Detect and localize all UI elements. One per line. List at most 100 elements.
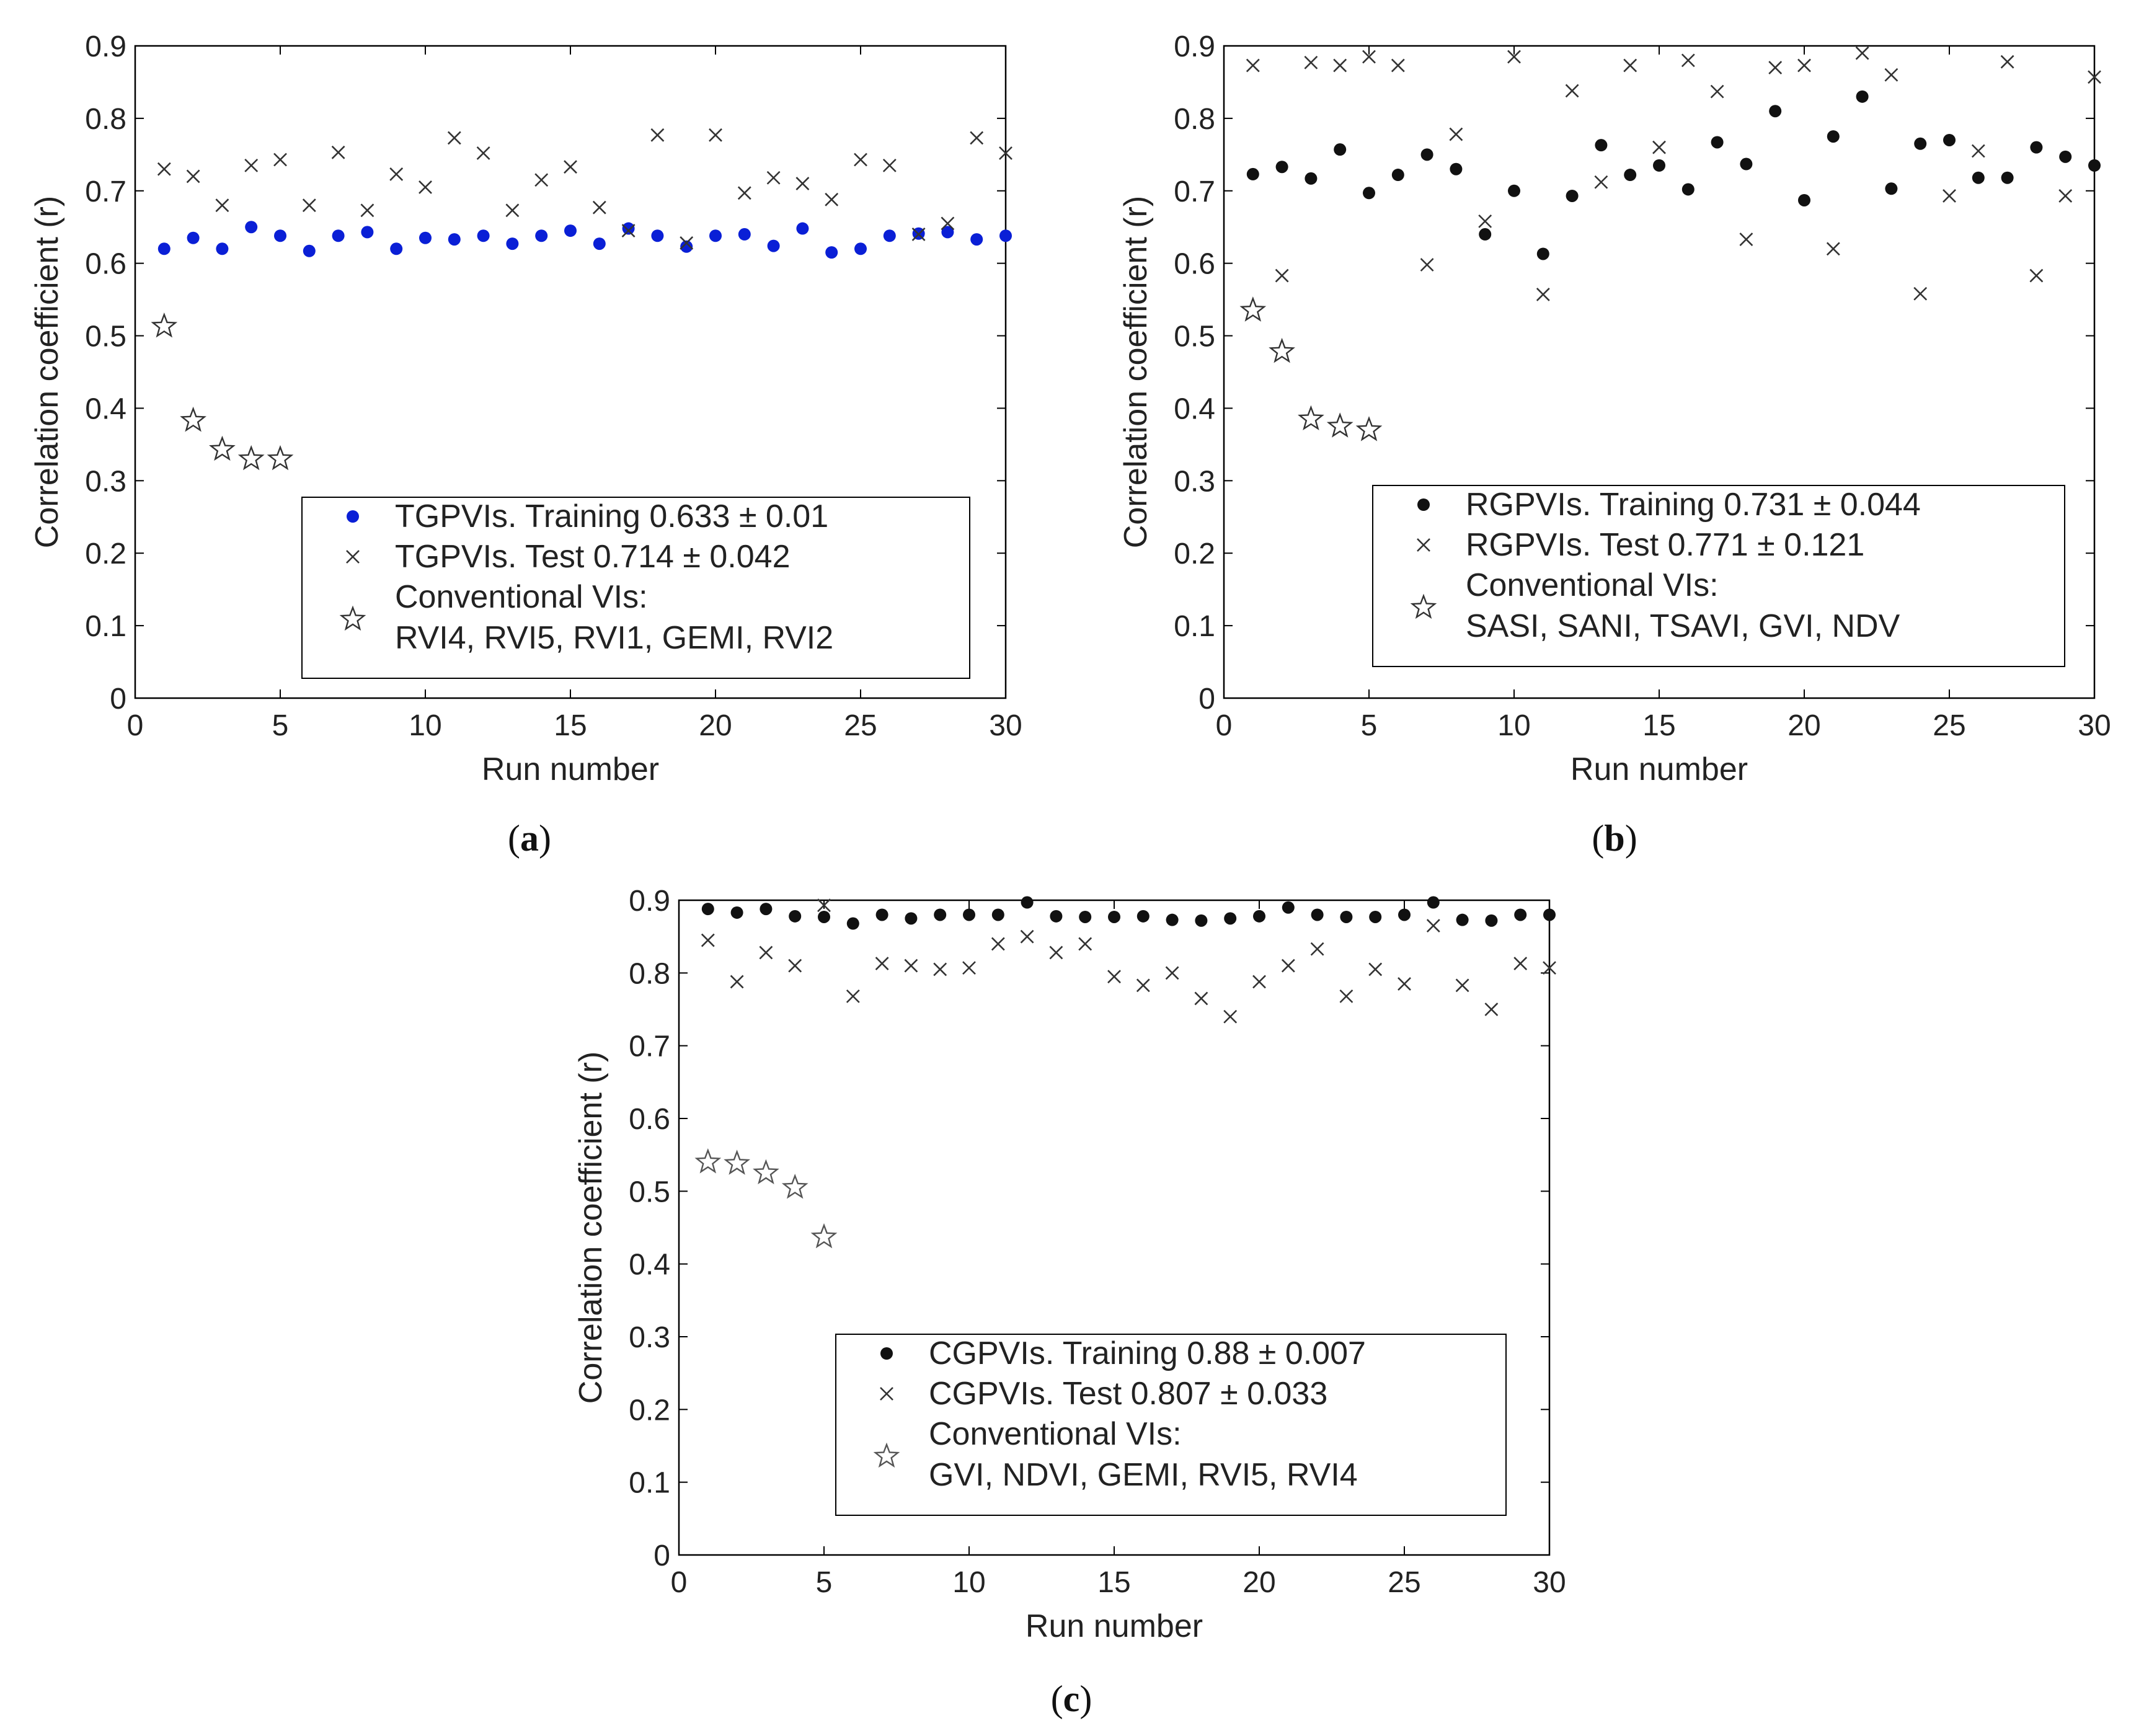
x-axis-label: Run number (1026, 1608, 1203, 1644)
legend-label-line2: SASI, SANI, TSAVI, GVI, NDV (1466, 608, 1900, 644)
data-point (447, 131, 461, 145)
data-point (1108, 910, 1120, 923)
data-point (941, 216, 955, 231)
data-point (882, 158, 897, 172)
panel-label-letter: a (520, 818, 539, 859)
data-point (1298, 405, 1324, 431)
data-point (875, 957, 889, 970)
data-point (1426, 919, 1440, 932)
data-point (157, 162, 171, 176)
y-tick-label: 0.2 (629, 1394, 670, 1427)
data-point (389, 167, 404, 181)
data-point (1594, 175, 1608, 189)
y-tick-label: 0.9 (1174, 30, 1215, 63)
data-point (788, 959, 802, 973)
chart-panel-b: 0 5 10 15 20 25 30 0 0.1 0.2 0.3 0.4 0.5 0.6 0.7 0.8 0.9… (1118, 30, 2111, 859)
data-point (2001, 171, 2014, 184)
data-point (1885, 182, 1898, 195)
x-tick-label: 20 (699, 709, 732, 742)
legend-label: Conventional VIs: (929, 1416, 1182, 1452)
data-point (593, 237, 606, 250)
data-point (767, 239, 780, 252)
data-point (1398, 977, 1411, 991)
x-tick-label: 30 (2078, 709, 2111, 742)
panel-label-letter: c (1063, 1678, 1080, 1719)
data-point (216, 242, 229, 255)
data-point (244, 158, 259, 172)
y-tick-label: 0.6 (85, 248, 126, 281)
data-point (1355, 416, 1383, 441)
legend-star-icon (873, 1442, 900, 1468)
data-point (1479, 228, 1492, 241)
data-point (1624, 169, 1637, 182)
legend-label: CGPVIs. Training 0.88 ± 0.007 (929, 1335, 1366, 1371)
data-point (1246, 58, 1260, 73)
data-point (738, 228, 751, 241)
data-point (970, 131, 984, 145)
data-point (1711, 136, 1724, 149)
legend-label: CGPVIs. Test 0.807 ± 0.033 (929, 1376, 1327, 1412)
data-point (1420, 148, 1433, 161)
data-point (1339, 989, 1353, 1003)
data-point (1565, 84, 1579, 98)
data-point (505, 203, 520, 218)
data-point (2088, 159, 2101, 172)
data-point (1455, 978, 1469, 993)
data-point (180, 406, 206, 432)
data-point (1543, 908, 1556, 921)
panel-label-close: ) (1625, 818, 1637, 859)
data-point (1681, 53, 1695, 68)
data-point (1740, 157, 1753, 170)
data-point (999, 146, 1012, 160)
legend-dot-icon (880, 1347, 893, 1360)
y-tick-label: 0.2 (85, 538, 126, 570)
y-tick-label: 0 (653, 1539, 670, 1572)
data-point (1566, 189, 1579, 202)
y-tick-label: 0.6 (629, 1103, 670, 1136)
y-tick-label: 0.4 (629, 1249, 670, 1282)
series-dot (157, 221, 1012, 259)
data-point (1334, 143, 1347, 156)
legend: CGPVIs. Training 0.88 ± 0.007 CGPVIs. Tes… (835, 1334, 1507, 1516)
data-point (1972, 171, 1985, 184)
data-point (854, 153, 867, 167)
data-point (187, 231, 200, 244)
x-axis-label: Run number (482, 751, 659, 787)
y-tick-label: 0.3 (85, 465, 126, 498)
legend-label: Conventional VIs: (395, 579, 648, 615)
data-point (1798, 193, 1810, 206)
legend-label-line2: RVI4, RVI5, RVI1, GEMI, RVI2 (395, 620, 833, 656)
data-point (535, 229, 548, 242)
y-tick-label: 0.1 (85, 610, 126, 643)
data-point (534, 173, 549, 187)
y-tick-label: 0.9 (85, 30, 126, 63)
data-point (1305, 172, 1318, 185)
x-tick-label: 20 (1243, 1566, 1275, 1599)
legend-x-icon (1417, 538, 1430, 552)
y-axis-label: Correlation coefficient (r) (29, 196, 65, 548)
data-point (795, 177, 810, 191)
data-point (651, 229, 664, 242)
legend-star-icon (339, 605, 366, 631)
y-tick-label: 0.7 (629, 1030, 670, 1063)
legend-label: RGPVIs. Test 0.771 ± 0.121 (1466, 527, 1864, 563)
data-point (1536, 247, 1549, 260)
data-point (680, 240, 693, 253)
data-point (1943, 189, 1956, 203)
data-point (1681, 183, 1695, 196)
data-point (2088, 70, 2101, 84)
y-tick-label: 0.3 (629, 1321, 670, 1354)
data-point (1107, 970, 1121, 984)
data-point (1165, 966, 1179, 980)
data-point (1914, 137, 1927, 150)
data-point (650, 128, 665, 142)
data-point (730, 906, 743, 919)
data-point (332, 229, 345, 242)
x-tick-label: 30 (1533, 1566, 1566, 1599)
data-point (766, 170, 781, 185)
data-point (1484, 1003, 1499, 1016)
data-point (1136, 910, 1150, 923)
x-tick-label: 15 (1097, 1566, 1130, 1599)
legend-label: RGPVIs. Training 0.731 ± 0.044 (1466, 487, 1921, 523)
legend-star-icon (1410, 593, 1437, 619)
